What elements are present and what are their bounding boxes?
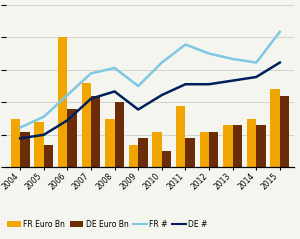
Bar	[129, 145, 138, 167]
Bar	[105, 119, 115, 167]
Bar	[91, 96, 100, 167]
Bar	[115, 102, 124, 167]
Bar	[280, 96, 289, 167]
Bar	[58, 37, 68, 167]
Bar	[11, 119, 20, 167]
Bar	[152, 131, 162, 167]
Bar	[176, 106, 185, 167]
Bar	[247, 119, 256, 167]
Bar	[34, 122, 44, 167]
Bar	[223, 125, 232, 167]
Bar	[232, 125, 242, 167]
Bar	[162, 151, 171, 167]
Bar	[20, 131, 30, 167]
Legend: FR Euro Bn, DE Euro Bn, FR #, DE #: FR Euro Bn, DE Euro Bn, FR #, DE #	[4, 217, 211, 232]
Bar	[270, 89, 280, 167]
Bar	[185, 138, 195, 167]
Bar	[200, 131, 209, 167]
Bar	[44, 145, 53, 167]
Bar	[82, 83, 91, 167]
Bar	[138, 138, 148, 167]
Bar	[256, 125, 266, 167]
Bar	[209, 131, 218, 167]
Bar	[68, 109, 77, 167]
